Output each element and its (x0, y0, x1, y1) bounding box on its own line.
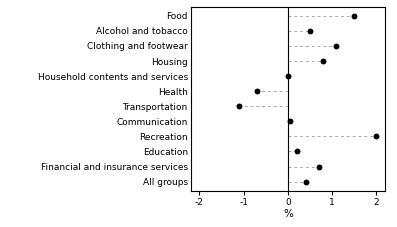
Point (333, 44, 339, 48)
Point (236, 104, 242, 108)
Point (287, 120, 293, 123)
Point (373, 135, 380, 138)
Point (285, 74, 291, 78)
Point (307, 29, 313, 33)
X-axis label: %: % (283, 209, 293, 220)
Point (316, 165, 322, 168)
Point (320, 59, 326, 63)
Point (351, 14, 357, 18)
Point (254, 89, 260, 93)
Point (303, 180, 309, 183)
Point (293, 150, 300, 153)
